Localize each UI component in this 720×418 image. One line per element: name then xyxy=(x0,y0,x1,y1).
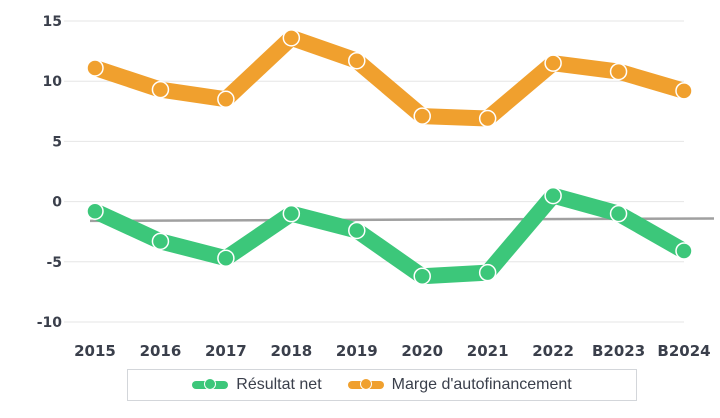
legend-item-marge-autofinancement[interactable]: Marge d'autofinancement xyxy=(347,376,572,394)
data-point[interactable] xyxy=(348,221,366,240)
data-point[interactable] xyxy=(675,82,693,100)
legend-swatch-resultat-net xyxy=(192,378,229,392)
y-axis-ticks: 15 10 5 0 -5 -10 xyxy=(37,14,63,331)
legend-swatch-marge-autofinancement xyxy=(347,378,384,392)
data-point[interactable] xyxy=(86,59,104,77)
legend-label-marge-autofinancement: Marge d'autofinancement xyxy=(391,376,572,393)
legend-label-resultat-net: Résultat net xyxy=(236,376,322,393)
y-tick-label: 5 xyxy=(52,134,62,150)
x-tick-label: 2015 xyxy=(74,342,116,360)
grid-lines xyxy=(64,20,684,323)
data-point[interactable] xyxy=(282,29,301,47)
data-point[interactable] xyxy=(413,107,431,125)
data-point[interactable] xyxy=(544,54,562,72)
data-point[interactable] xyxy=(609,62,628,81)
series-line-1 xyxy=(87,29,692,127)
x-tick-label: B2023 xyxy=(592,342,645,360)
y-tick-label: -10 xyxy=(37,315,63,331)
x-tick-label: 2020 xyxy=(401,342,443,360)
data-point[interactable] xyxy=(217,249,235,267)
data-point[interactable] xyxy=(282,204,301,223)
series-line-0 xyxy=(87,187,692,285)
x-tick-label: 2022 xyxy=(532,342,574,360)
data-point[interactable] xyxy=(86,202,104,220)
data-point[interactable] xyxy=(675,242,693,260)
data-point[interactable] xyxy=(478,109,497,128)
x-axis-ticks: 2015 2016 2017 2018 2019 2020 2021 2022 B2023 B20… xyxy=(74,342,710,360)
data-point[interactable] xyxy=(478,263,497,282)
x-tick-label: 2018 xyxy=(270,342,312,360)
data-point[interactable] xyxy=(544,186,562,205)
data-point[interactable] xyxy=(217,90,235,109)
y-tick-label: 10 xyxy=(43,74,63,90)
x-tick-label: 2021 xyxy=(467,342,509,360)
data-point[interactable] xyxy=(151,80,170,99)
y-tick-label: 0 xyxy=(52,195,62,211)
x-tick-label: 2019 xyxy=(336,342,378,360)
data-point[interactable] xyxy=(413,267,431,285)
series-lines xyxy=(86,29,693,285)
legend: Résultat net Marge d'autofinancement xyxy=(127,369,637,401)
data-point[interactable] xyxy=(151,232,170,251)
data-point[interactable] xyxy=(609,204,628,223)
data-point[interactable] xyxy=(348,51,366,70)
x-tick-label: B2024 xyxy=(657,342,710,360)
x-tick-label: 2017 xyxy=(205,342,247,360)
y-tick-label: -5 xyxy=(46,255,62,271)
x-tick-label: 2016 xyxy=(140,342,182,360)
y-tick-label: 15 xyxy=(43,14,62,30)
legend-item-resultat-net[interactable]: Résultat net xyxy=(192,376,322,394)
